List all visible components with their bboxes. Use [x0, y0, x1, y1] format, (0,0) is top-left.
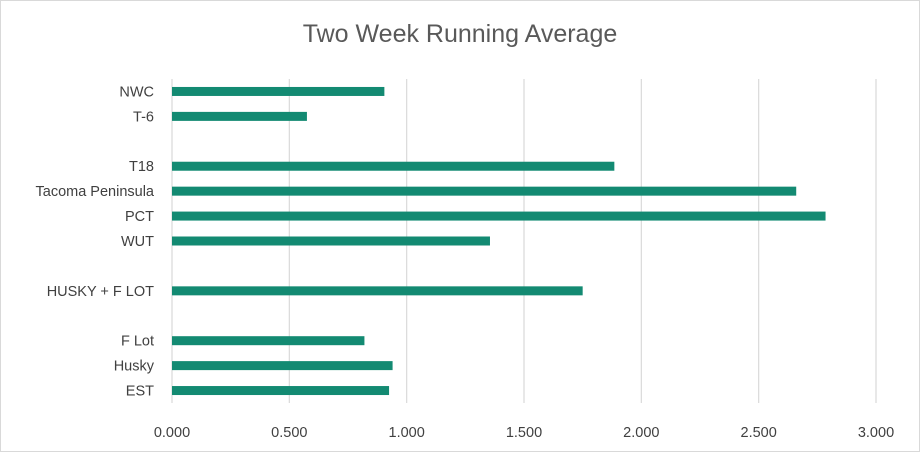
- category-label: Husky: [114, 359, 155, 375]
- x-tick-label: 3.000: [858, 425, 894, 441]
- x-tick-label: 0.500: [271, 425, 307, 441]
- x-tick-label: 1.500: [506, 425, 542, 441]
- bar: [172, 236, 490, 246]
- bar: [172, 186, 797, 196]
- bar: [172, 86, 385, 96]
- bar: [172, 161, 615, 171]
- x-tick-label: 2.500: [741, 425, 777, 441]
- bar: [172, 336, 365, 346]
- category-label: Tacoma Peninsula: [36, 184, 155, 200]
- x-tick-label: 2.000: [623, 425, 659, 441]
- bars: [172, 86, 826, 396]
- category-label: EST: [126, 384, 154, 400]
- category-labels: NWC T-6 T18 Tacoma Peninsula PCT WUT HUSKY + F…: [36, 84, 155, 399]
- category-label: T18: [129, 159, 154, 175]
- category-label: F Lot: [121, 334, 154, 350]
- category-label: HUSKY + F LOT: [47, 284, 154, 300]
- tick-labels: 0.000 0.500 1.000 1.500 2.000 2.500 3.000: [154, 425, 894, 441]
- category-label: T-6: [133, 109, 154, 125]
- x-tick-label: 1.000: [389, 425, 425, 441]
- bar: [172, 211, 826, 221]
- bar: [172, 286, 583, 296]
- chart-title: Two Week Running Average: [302, 20, 618, 48]
- bar: [172, 111, 307, 121]
- bar: [172, 361, 393, 371]
- bar: [172, 386, 390, 396]
- category-label: PCT: [125, 209, 154, 225]
- category-label: NWC: [119, 84, 154, 100]
- category-label: WUT: [121, 234, 154, 250]
- x-tick-label: 0.000: [154, 425, 190, 441]
